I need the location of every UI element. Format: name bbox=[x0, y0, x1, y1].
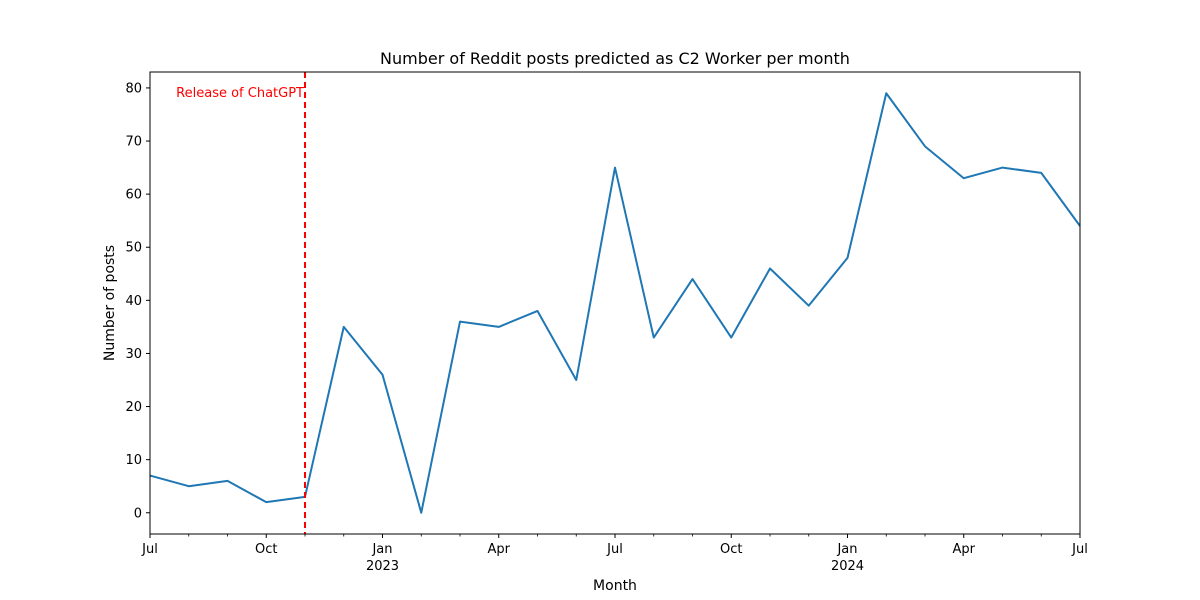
y-axis-label: Number of posts bbox=[102, 245, 118, 361]
annotation-layer: Release of ChatGPT bbox=[176, 72, 306, 534]
x-tick-label: Apr bbox=[953, 542, 976, 557]
y-axis-ticks: 0 10 20 30 40 50 60 70 80 bbox=[125, 81, 150, 521]
y-tick-label: 60 bbox=[125, 188, 142, 203]
annotation-label: Release of ChatGPT bbox=[176, 86, 304, 101]
series-line-0 bbox=[149, 92, 1081, 514]
y-tick-label: 30 bbox=[125, 347, 142, 362]
y-tick-label: 0 bbox=[134, 506, 142, 521]
x-axis-label: Month bbox=[593, 578, 637, 594]
x-tick-label: Oct bbox=[720, 542, 742, 557]
y-tick-label: 40 bbox=[125, 294, 142, 309]
x-tick-year-label: 2023 bbox=[366, 559, 399, 574]
x-tick-label: Apr bbox=[488, 542, 511, 557]
x-tick-label: Jan bbox=[371, 542, 392, 557]
y-tick-label: 10 bbox=[125, 453, 142, 468]
plot-frame bbox=[149, 71, 1081, 535]
x-tick-label: Jul bbox=[606, 542, 623, 557]
x-tick-label: Jul bbox=[141, 542, 158, 557]
x-axis-ticks: Jul Oct Jan 2023 Apr Jul Oct Jan 2024 Apr Jul bbox=[141, 534, 1088, 574]
chart-title: Number of Reddit posts predicted as C2 W… bbox=[380, 49, 850, 68]
y-tick-label: 20 bbox=[125, 400, 142, 415]
x-tick-label: Jan bbox=[836, 542, 857, 557]
x-tick-label: Jul bbox=[1071, 542, 1088, 557]
y-tick-label: 70 bbox=[125, 135, 142, 150]
series-layer bbox=[149, 92, 1081, 514]
x-tick-label: Oct bbox=[255, 542, 277, 557]
y-tick-label: 50 bbox=[125, 241, 142, 256]
x-tick-year-label: 2024 bbox=[831, 559, 864, 574]
y-tick-label: 80 bbox=[125, 81, 142, 96]
